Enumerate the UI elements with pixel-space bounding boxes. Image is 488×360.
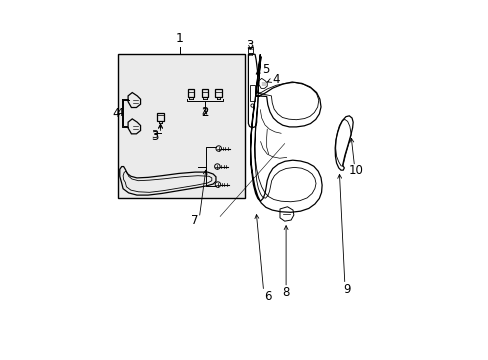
Text: 3: 3 [246,40,253,53]
Text: 3: 3 [151,130,158,140]
Text: 2: 2 [201,108,208,118]
Text: 5: 5 [261,63,268,76]
Bar [247,47,253,53]
Text: 4: 4 [272,73,279,86]
Bar [249,85,255,102]
Bar [157,113,163,121]
Text: 10: 10 [348,164,363,177]
Text: 7: 7 [190,214,198,227]
Text: 6: 6 [264,289,271,302]
Text: 1: 1 [176,32,183,45]
Bar [117,54,244,198]
Text: 3: 3 [151,130,158,143]
Text: 8: 8 [282,286,289,299]
Bar [201,89,208,97]
Bar [187,89,194,97]
Bar [215,89,222,97]
Text: 2: 2 [201,106,208,119]
Text: 9: 9 [343,283,350,296]
Text: 4: 4 [117,108,123,118]
Text: 4: 4 [113,107,120,120]
